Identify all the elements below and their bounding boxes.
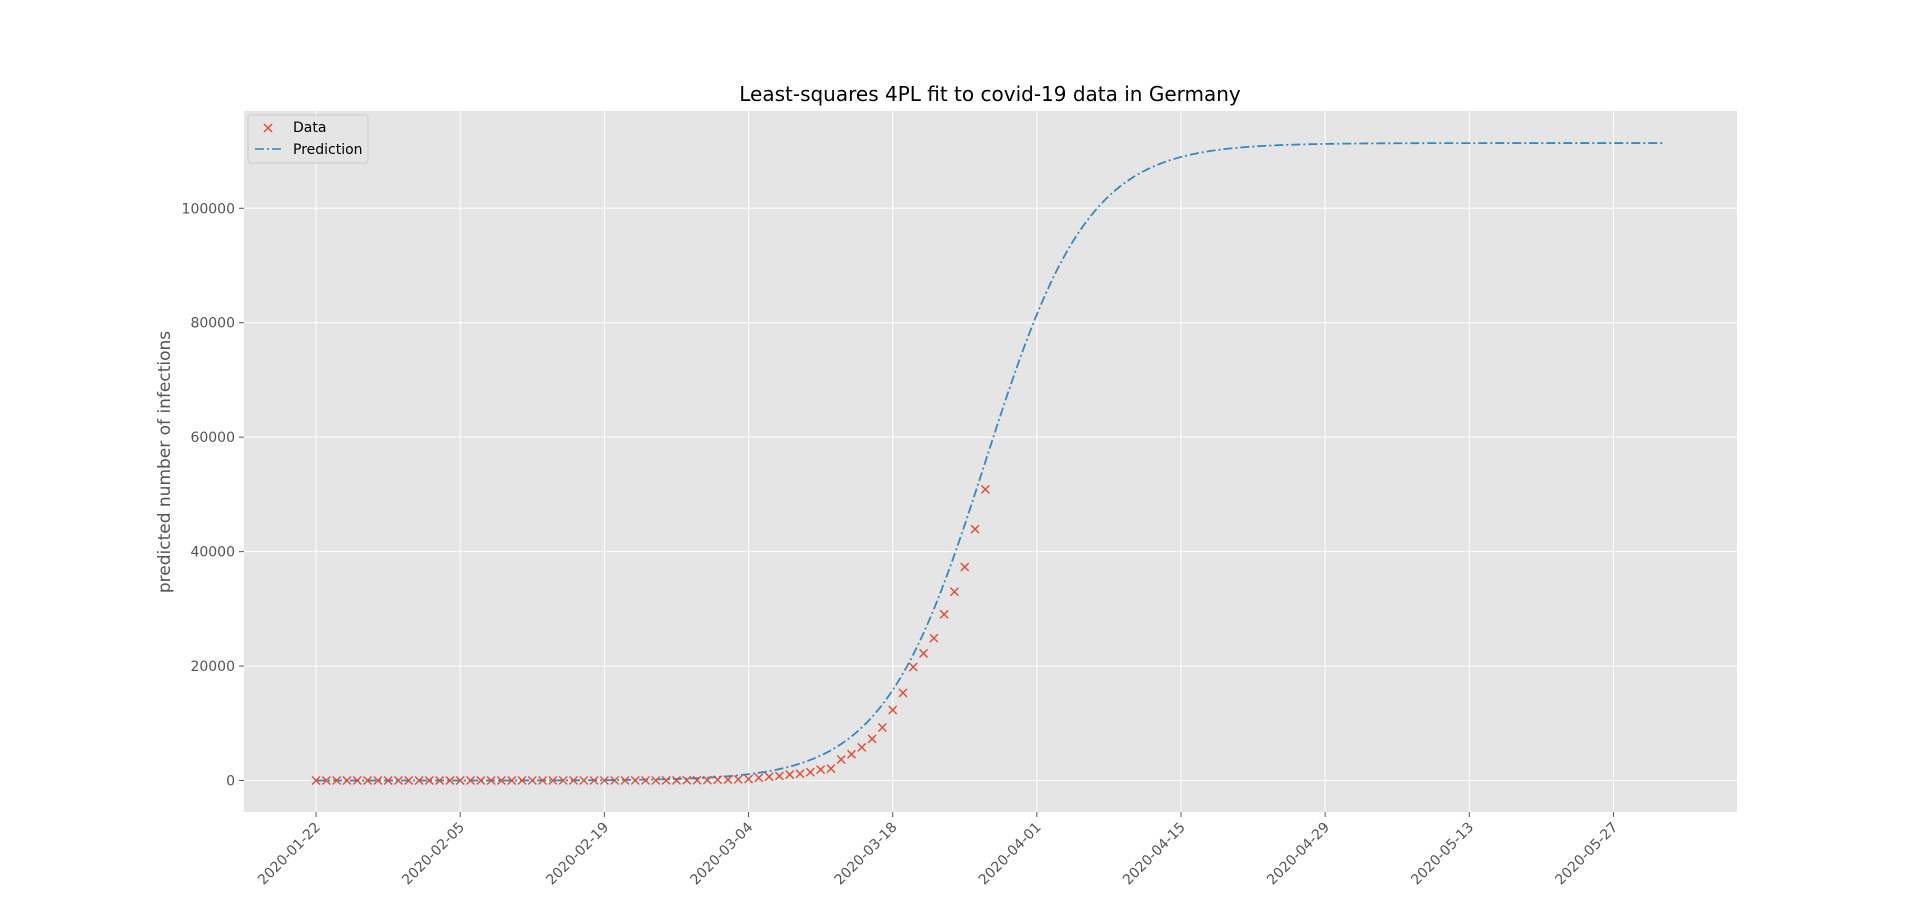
data-point bbox=[826, 764, 836, 774]
legend-prediction-label: Prediction bbox=[293, 142, 363, 158]
x-tick-label: 2020-04-29 bbox=[1264, 820, 1333, 889]
data-point bbox=[373, 776, 383, 785]
legend-data-x-icon bbox=[263, 123, 273, 133]
data-point bbox=[579, 775, 589, 785]
data-point bbox=[671, 775, 681, 785]
data-point bbox=[744, 774, 754, 784]
y-axis-label: predicted number of infections bbox=[155, 331, 175, 593]
data-point bbox=[466, 775, 476, 785]
data-point bbox=[888, 705, 898, 715]
y-tick-label: 20000 bbox=[190, 659, 235, 675]
data-point bbox=[589, 775, 599, 785]
data-point bbox=[949, 587, 959, 597]
data-point bbox=[507, 775, 517, 785]
plot-background bbox=[244, 111, 1737, 812]
x-tick-label: 2020-05-13 bbox=[1408, 820, 1477, 889]
data-point bbox=[754, 773, 764, 783]
data-point bbox=[455, 775, 465, 785]
data-point bbox=[795, 769, 805, 779]
data-point bbox=[393, 776, 403, 785]
data-point bbox=[651, 775, 661, 785]
data-point bbox=[929, 633, 939, 643]
data-point bbox=[980, 484, 990, 494]
y-tick-label: 100000 bbox=[182, 201, 235, 217]
x-tick-label: 2020-04-01 bbox=[976, 820, 1045, 889]
data-point bbox=[702, 775, 712, 785]
data-point bbox=[764, 772, 774, 782]
data-point bbox=[774, 771, 784, 781]
data-point bbox=[342, 776, 352, 786]
data-point bbox=[558, 775, 568, 785]
data-point bbox=[599, 775, 609, 785]
x-tick-label: 2020-02-05 bbox=[399, 820, 468, 889]
x-tick-label: 2020-05-27 bbox=[1552, 820, 1621, 889]
data-point bbox=[847, 749, 856, 759]
data-point bbox=[311, 776, 321, 786]
data-point bbox=[805, 767, 815, 777]
y-tick-label: 40000 bbox=[190, 545, 235, 561]
x-tick-label: 2020-04-15 bbox=[1120, 820, 1189, 889]
legend-box bbox=[247, 114, 369, 164]
data-point bbox=[661, 775, 671, 785]
legend-data-label: Data bbox=[293, 120, 326, 136]
data-point bbox=[476, 775, 486, 785]
y-tick-label: 80000 bbox=[190, 316, 235, 332]
data-point bbox=[908, 662, 918, 672]
data-point bbox=[898, 688, 908, 698]
data-point bbox=[332, 776, 342, 786]
data-point bbox=[816, 765, 826, 775]
data-point bbox=[867, 734, 877, 744]
plot-marks bbox=[311, 142, 1665, 786]
y-tick-label: 60000 bbox=[190, 430, 235, 446]
data-point bbox=[939, 609, 949, 619]
data-point bbox=[836, 755, 846, 764]
data-point bbox=[445, 775, 455, 785]
data-point bbox=[496, 775, 506, 785]
data-point bbox=[414, 775, 424, 785]
y-tick-label: 0 bbox=[226, 774, 235, 790]
data-point bbox=[723, 775, 733, 785]
prediction-line bbox=[316, 142, 1665, 782]
legend-data-marker bbox=[263, 123, 273, 133]
data-point bbox=[641, 775, 651, 785]
data-point bbox=[538, 775, 548, 785]
data-point bbox=[424, 775, 434, 785]
data-point bbox=[527, 775, 537, 785]
x-tick-label: 2020-01-22 bbox=[255, 820, 324, 889]
chart-title: Least-squares 4PL fit to covid-19 data i… bbox=[739, 82, 1241, 106]
data-point bbox=[363, 776, 373, 786]
data-point bbox=[630, 775, 640, 785]
data-point bbox=[919, 648, 929, 658]
data-point bbox=[352, 776, 362, 786]
data-point bbox=[785, 770, 795, 780]
data-point bbox=[970, 524, 980, 534]
data-point bbox=[960, 562, 970, 572]
data-point bbox=[321, 776, 331, 786]
x-tick-label: 2020-03-18 bbox=[832, 820, 901, 889]
data-point bbox=[692, 775, 702, 785]
data-point bbox=[877, 723, 887, 733]
data-point bbox=[857, 742, 867, 752]
x-tick-label: 2020-02-19 bbox=[543, 820, 612, 889]
data-point bbox=[610, 775, 620, 785]
data-point bbox=[568, 775, 578, 785]
data-point bbox=[713, 775, 723, 785]
data-point bbox=[682, 775, 692, 785]
data-point bbox=[620, 775, 630, 785]
data-point bbox=[733, 774, 743, 784]
data-point bbox=[486, 775, 496, 785]
legend: Data Prediction bbox=[247, 114, 369, 164]
data-point bbox=[517, 775, 527, 785]
data-point bbox=[548, 775, 558, 785]
data-point bbox=[435, 775, 445, 785]
data-point bbox=[383, 776, 393, 785]
x-tick-label: 2020-03-04 bbox=[688, 819, 757, 888]
data-point bbox=[404, 776, 414, 785]
